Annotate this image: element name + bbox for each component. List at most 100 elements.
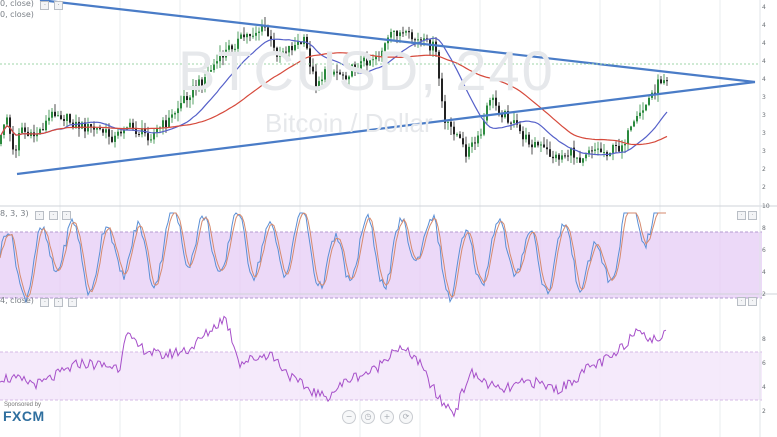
candle-body — [75, 121, 77, 129]
legend-price: 0, close) — [0, 10, 34, 19]
upper-trendline — [39, 0, 756, 84]
candle-body — [57, 115, 59, 117]
candle-body — [453, 126, 455, 135]
candle-body — [570, 147, 572, 156]
fxcm-logo[interactable]: FXCM — [3, 408, 45, 424]
reset-time-button[interactable]: ◷ — [361, 410, 375, 424]
candle-body — [402, 32, 404, 34]
candle-body — [99, 128, 101, 130]
stoch-pane-maximize-icon[interactable]: · — [737, 211, 746, 220]
candle-body — [345, 75, 347, 80]
candle-body — [558, 154, 560, 160]
candle-body — [108, 129, 110, 137]
candle-body — [183, 96, 185, 104]
axis-tick-label: 4 — [762, 22, 766, 29]
candle-body — [66, 114, 68, 121]
candle-body — [399, 32, 401, 37]
stoch-pane-close-icon[interactable]: · — [748, 211, 757, 220]
candle-body — [138, 133, 140, 135]
legend-top-text: 0, close) — [0, 0, 34, 8]
rsi-pane-close-icon[interactable]: · — [748, 297, 757, 306]
candle-body — [390, 31, 392, 38]
zoom-out-button[interactable]: − — [342, 410, 356, 424]
axis-tick-label: 3 — [762, 112, 766, 119]
candle-body — [519, 124, 521, 132]
candle-body — [180, 103, 182, 109]
candle-body — [435, 41, 437, 52]
candle-body — [18, 132, 20, 151]
candle-body — [438, 51, 440, 79]
candle-body — [468, 146, 470, 157]
candle-body — [612, 145, 614, 153]
zoom-in-button[interactable]: + — [380, 410, 394, 424]
candle-body — [249, 33, 251, 37]
candle-body — [645, 104, 647, 111]
candle-body — [324, 69, 326, 80]
candle-body — [276, 47, 278, 57]
candle-body — [309, 48, 311, 67]
stoch-hide-icon[interactable]: · — [48, 211, 58, 220]
candle-body — [15, 149, 17, 151]
candle-body — [333, 71, 335, 75]
axis-tick-label: 4 — [762, 4, 766, 11]
candle-body — [441, 78, 443, 102]
candle-body — [237, 38, 239, 49]
axis-tick-label: 6 — [762, 360, 766, 367]
candle-body — [21, 127, 23, 133]
candle-body — [285, 51, 287, 53]
candle-body — [144, 128, 146, 134]
candle-body — [279, 52, 281, 57]
candle-body — [225, 49, 227, 58]
stoch-close-icon[interactable]: · — [62, 211, 72, 220]
legend-close-icon[interactable]: · — [54, 1, 63, 10]
candle-body — [192, 85, 194, 98]
candle-body — [543, 144, 545, 148]
candle-body — [45, 120, 47, 131]
lower-trendline — [16, 80, 756, 176]
axis-tick-label: 8 — [762, 225, 766, 232]
candle-body — [642, 110, 644, 113]
candle-body — [291, 45, 293, 51]
rsi-hide-icon[interactable]: · — [54, 298, 63, 307]
candle-body — [633, 121, 635, 127]
candle-body — [204, 77, 206, 86]
candle-body — [375, 56, 377, 60]
candle-body — [90, 123, 92, 127]
candle-body — [513, 120, 515, 124]
candle-body — [24, 127, 26, 132]
axis-tick-label: 4 — [762, 384, 766, 391]
candle-body — [93, 126, 95, 130]
candle-body — [597, 148, 599, 150]
candle-body — [195, 85, 197, 90]
rsi-close-icon[interactable]: · — [67, 298, 77, 307]
rsi-pane-maximize-icon[interactable]: · — [737, 297, 746, 306]
candle-body — [162, 120, 164, 128]
candle-body — [417, 39, 419, 41]
candle-body — [522, 131, 524, 140]
candle-body — [252, 35, 254, 37]
stoch-settings-icon[interactable]: · — [35, 211, 45, 220]
candle-body — [618, 145, 620, 152]
candle-body — [351, 64, 353, 77]
candle-body — [117, 131, 119, 136]
candle-body — [393, 30, 395, 32]
candle-body — [603, 152, 605, 154]
candle-body — [54, 111, 56, 117]
candle-body — [72, 122, 74, 129]
candle-body — [564, 155, 566, 157]
candle-body — [69, 114, 71, 123]
candle-body — [207, 71, 209, 78]
candle-body — [360, 61, 362, 70]
axis-tick-label: 2 — [762, 166, 766, 173]
candle-body — [321, 79, 323, 82]
axis-tick-label: 6 — [762, 247, 766, 254]
candle-body — [288, 45, 290, 53]
axis-tick-label: 4 — [762, 76, 766, 83]
candle-body — [81, 122, 83, 129]
candle-body — [246, 33, 248, 38]
legend-settings-icon[interactable]: · — [40, 1, 50, 10]
rsi-settings-icon[interactable]: · — [40, 298, 50, 307]
candle-body — [363, 57, 365, 62]
candle-body — [258, 31, 260, 33]
reset-chart-button[interactable]: ⟳ — [399, 410, 413, 424]
